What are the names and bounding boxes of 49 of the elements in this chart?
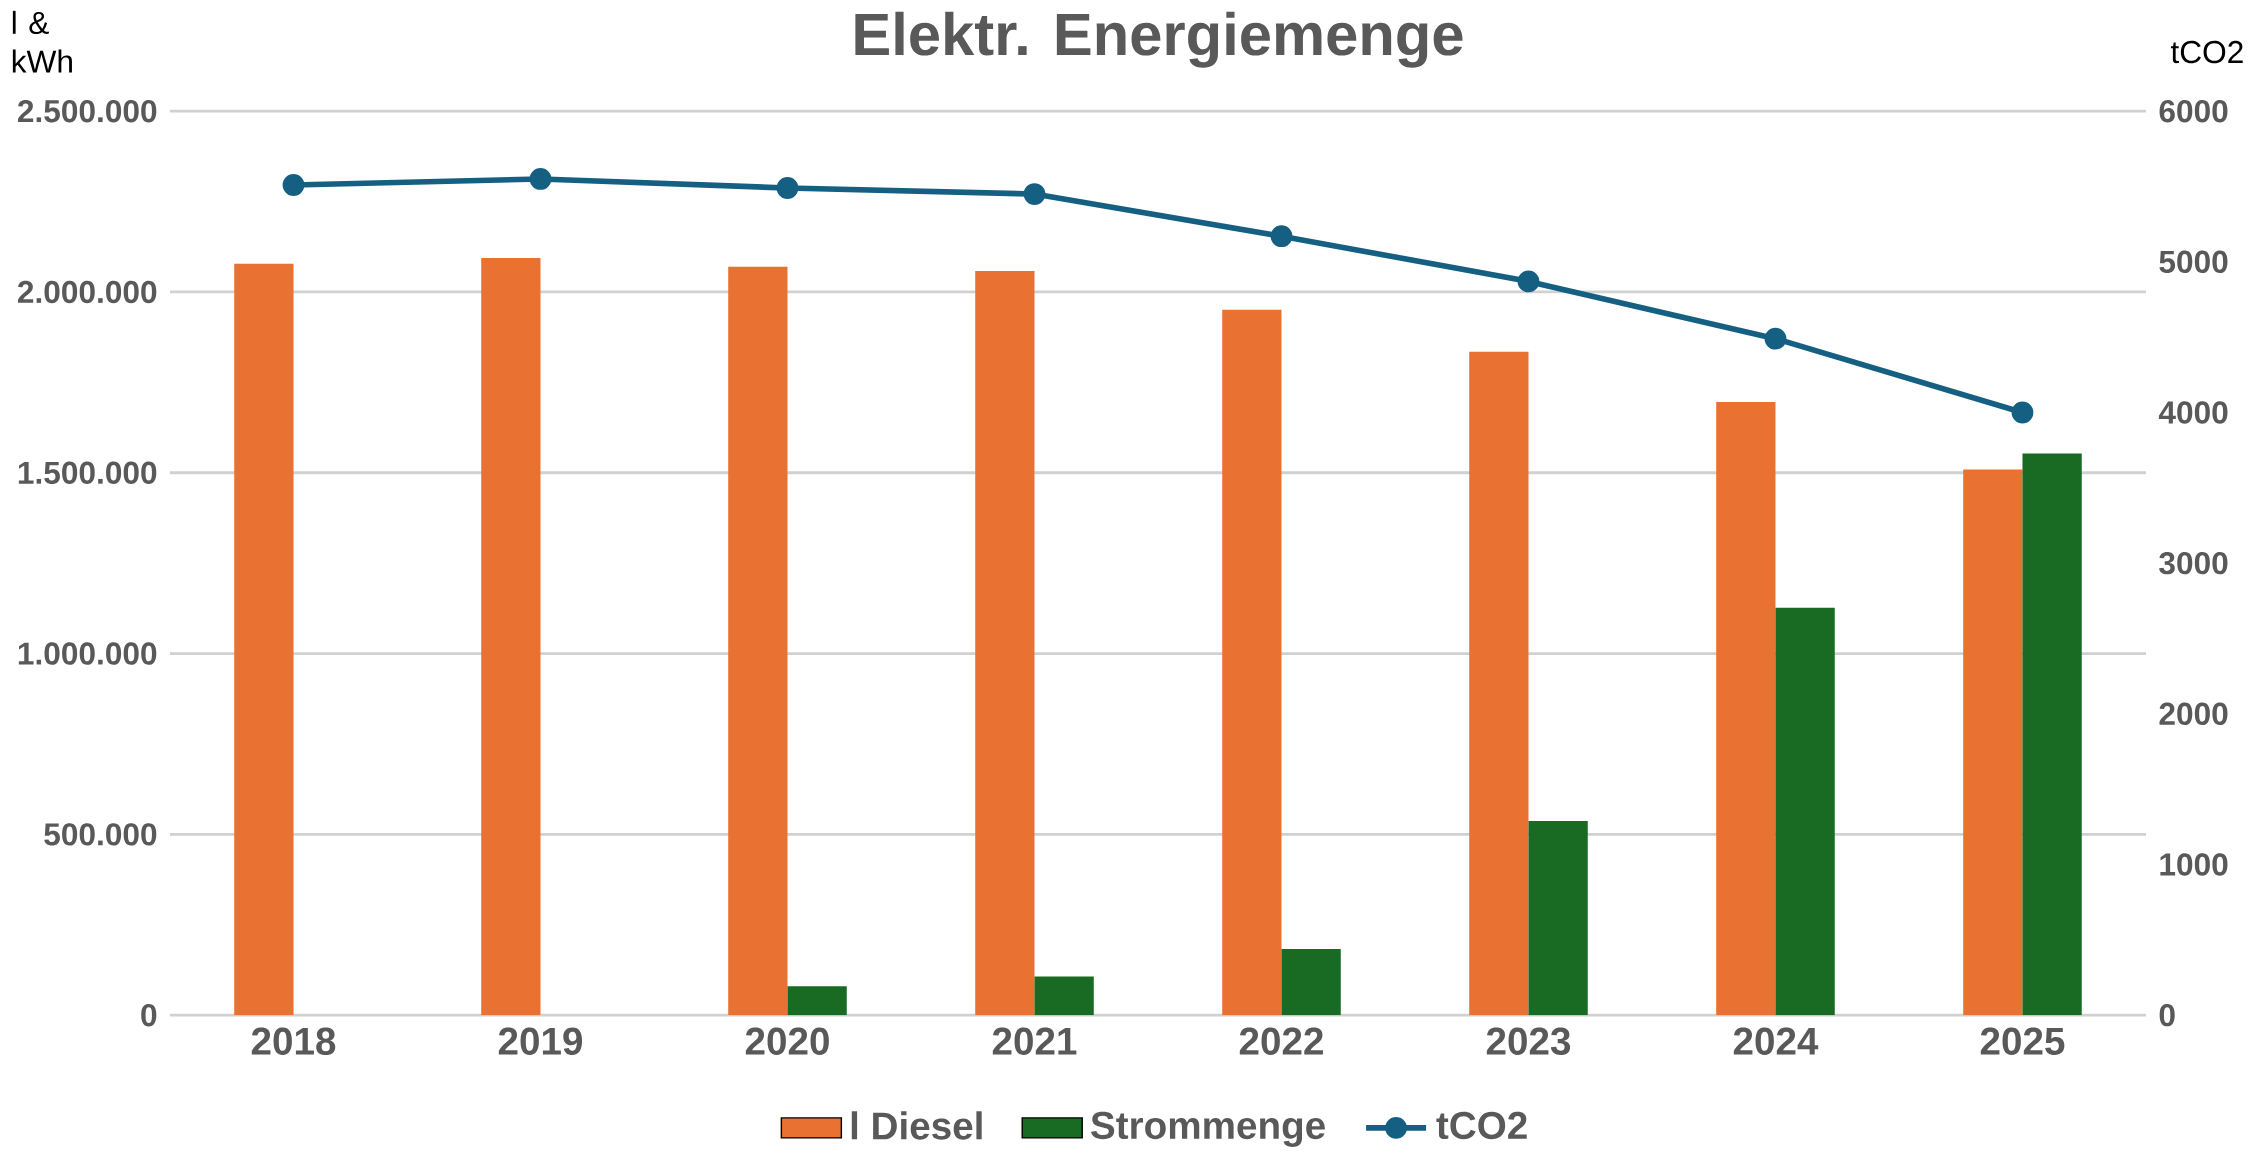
y-tick-label: 2.000.000 <box>17 280 157 304</box>
point <box>776 177 799 200</box>
bar <box>1034 976 1094 1016</box>
point <box>1517 270 1540 293</box>
x-tick-label: 2025 <box>1980 1027 2065 1056</box>
y2-tick-label: 6000 <box>2159 100 2228 123</box>
y-tick-label: 2.500.000 <box>17 100 157 123</box>
bar <box>1716 402 1776 1016</box>
bar <box>234 263 294 1016</box>
x-tick-label: 2022 <box>1239 1027 1323 1056</box>
bar <box>1775 607 1835 1016</box>
bar <box>1281 949 1341 1016</box>
y2-tick-label: 0 <box>2159 1004 2175 1027</box>
point <box>282 174 305 197</box>
legend-label: l Diesel <box>851 1111 982 1140</box>
legend-label: tCO2 <box>1436 1112 1527 1140</box>
bar <box>1963 469 2023 1016</box>
bar <box>1469 351 1529 1016</box>
x-tick-label: 2024 <box>1733 1027 1819 1056</box>
x-tick-label: 2023 <box>1486 1027 1571 1056</box>
bar <box>1222 309 1282 1016</box>
x-tick-label: 2020 <box>745 1027 829 1056</box>
bar <box>2022 453 2082 1016</box>
y2-tick-label: 4000 <box>2158 401 2228 424</box>
y-tick-label: 1.000.000 <box>18 642 157 665</box>
bar <box>481 258 541 1016</box>
chart-title: Elektr. Energiemenge <box>855 11 1463 68</box>
y2-tick-label: 2000 <box>2159 702 2228 726</box>
point <box>1270 225 1293 248</box>
bar <box>787 986 847 1016</box>
bar <box>1528 821 1588 1016</box>
y-tick-label: 0 <box>141 1004 157 1027</box>
y2-tick-label: 3000 <box>2159 552 2228 575</box>
y-tick-label: 1.500.000 <box>18 461 157 485</box>
point <box>1023 183 1046 206</box>
x-tick-label: 2019 <box>498 1027 583 1056</box>
x-tick-label: 2021 <box>992 1027 1077 1056</box>
bar <box>975 271 1035 1016</box>
y-axis-title: l & kWh <box>12 11 72 73</box>
legend-label: Strommenge <box>1091 1112 1325 1148</box>
y2-tick-label: 1000 <box>2160 853 2228 876</box>
y-tick-label: 500.000 <box>44 823 157 846</box>
y2-axis-title: tCO2 <box>2170 41 2243 64</box>
x-tick-label: 2018 <box>251 1027 336 1056</box>
bar <box>728 266 788 1016</box>
point <box>529 168 552 191</box>
point <box>2011 401 2034 424</box>
point <box>1764 327 1787 350</box>
y2-tick-label: 5000 <box>2159 250 2228 274</box>
